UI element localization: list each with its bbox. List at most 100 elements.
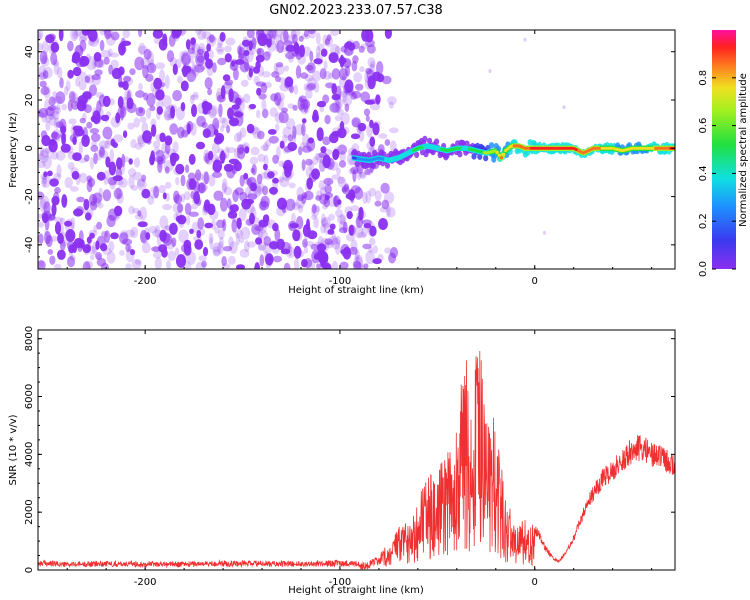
noise-blob [140, 232, 149, 244]
noise-blob [300, 72, 309, 79]
noise-blob [327, 229, 335, 235]
track-halo [384, 162, 391, 169]
noise-blob [41, 113, 48, 123]
noise-blob [228, 88, 234, 103]
noise-blob [292, 125, 297, 139]
noise-blob [356, 125, 363, 133]
noise-blob [190, 190, 195, 200]
noise-blob [319, 154, 327, 164]
noise-blob [47, 249, 54, 255]
noise-blob [291, 212, 296, 227]
noise-blob [97, 202, 104, 209]
noise-blob [146, 62, 157, 74]
noise-blob [177, 75, 183, 84]
noise-blob [38, 260, 46, 269]
noise-blob [282, 163, 292, 170]
noise-blob [64, 218, 75, 233]
noise-blob [256, 109, 261, 119]
noise-blob [384, 30, 392, 39]
noise-blob [384, 191, 395, 204]
noise-blob [389, 127, 399, 134]
noise-blob [78, 141, 84, 155]
noise-blob [89, 232, 95, 239]
noise-blob [192, 91, 199, 98]
noise-blob [177, 30, 186, 35]
noise-blob [164, 166, 170, 174]
noise-blob [70, 186, 79, 192]
noise-blob [152, 229, 163, 238]
noise-blob [135, 142, 143, 150]
noise-blob [56, 66, 63, 79]
noise-blob [141, 174, 147, 182]
noise-blob [331, 100, 342, 113]
noise-blob [204, 222, 214, 229]
noise-blob [376, 73, 385, 83]
noise-blob [203, 50, 210, 61]
noise-blob [302, 238, 308, 248]
noise-blob [185, 164, 190, 173]
noise-blob [50, 52, 58, 66]
noise-blob [64, 230, 73, 239]
noise-blob [93, 152, 98, 165]
noise-blob [194, 239, 204, 250]
noise-blob [208, 233, 214, 244]
noise-blob [86, 56, 97, 71]
noise-blob [187, 47, 195, 54]
track-core [564, 146, 568, 150]
noise-blob [95, 92, 105, 99]
noise-blob [69, 134, 77, 143]
noise-blob [353, 260, 362, 269]
noise-blob [324, 184, 332, 194]
noise-blob [282, 126, 292, 138]
noise-blob [61, 103, 68, 111]
noise-blob [82, 126, 88, 140]
noise-blob [335, 101, 341, 114]
noise-blob [102, 189, 112, 202]
noise-blob [109, 177, 116, 190]
noise-blob [211, 165, 219, 172]
noise-blob [349, 246, 358, 255]
noise-blob [358, 128, 365, 142]
noise-blob [166, 50, 175, 63]
noise-blob [255, 60, 261, 70]
noise-blob [201, 31, 212, 40]
noise-blob [261, 99, 267, 110]
noise-blob [320, 48, 328, 57]
noise-blob [101, 30, 111, 33]
noise-blob [113, 188, 123, 200]
noise-blob [369, 60, 376, 69]
noise-blob [175, 176, 180, 186]
x-tick-label: 0 [532, 276, 538, 287]
noise-blob [309, 160, 315, 172]
noise-blob [77, 157, 88, 164]
noise-blob [309, 50, 314, 63]
noise-blob [174, 247, 180, 256]
track-core [634, 146, 639, 150]
noise-blob [250, 167, 255, 174]
noise-blob [319, 68, 327, 80]
noise-blob [68, 118, 77, 125]
noise-blob [197, 182, 207, 194]
noise-blob [72, 173, 82, 179]
noise-blob [337, 176, 346, 188]
noise-blob [222, 246, 233, 252]
noise-blob [210, 219, 217, 230]
noise-blob [339, 213, 347, 226]
noise-blob [354, 263, 365, 269]
noise-blob [94, 58, 104, 68]
noise-blob [324, 114, 331, 125]
noise-blob [198, 255, 207, 262]
noise-blob [106, 214, 116, 228]
noise-blob [320, 223, 326, 234]
noise-blob [158, 184, 166, 194]
noise-blob [104, 30, 112, 40]
noise-blob [128, 175, 135, 189]
noise-blob [254, 182, 265, 195]
noise-blob [368, 98, 379, 105]
track-core [504, 148, 508, 153]
noise-blob [110, 232, 119, 240]
noise-blob [367, 44, 376, 54]
track-core [609, 146, 613, 150]
noise-blob [133, 117, 140, 128]
